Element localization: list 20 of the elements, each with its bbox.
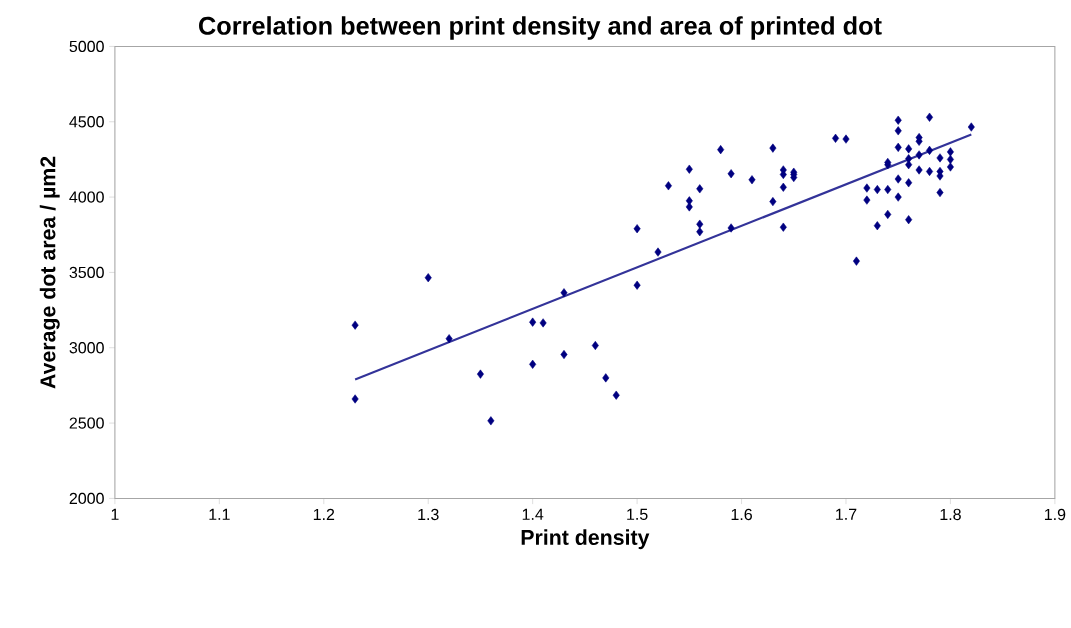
y-tick-label: 4000 bbox=[69, 191, 104, 203]
y-tick-label: 3500 bbox=[69, 266, 104, 279]
x-tick-label: 1.8 bbox=[940, 508, 961, 521]
y-tick-label: 2000 bbox=[69, 492, 104, 505]
x-tick-label: 1.7 bbox=[836, 508, 857, 520]
chart-title: Correlation between print density and area of printed dot bbox=[199, 16, 882, 40]
x-tick-label: 1.2 bbox=[313, 508, 335, 520]
y-tick-label: 2500 bbox=[69, 417, 104, 429]
x-axis-title: Print density bbox=[521, 529, 650, 550]
x-tick-label: 1.4 bbox=[522, 508, 544, 520]
x-tick-label: 1.5 bbox=[627, 508, 648, 520]
x-tick-label: 1.1 bbox=[209, 508, 230, 520]
x-tick-label: 1.3 bbox=[418, 508, 439, 521]
x-tick-label: 1.6 bbox=[731, 508, 752, 521]
x-tick-label: 1 bbox=[111, 508, 119, 520]
y-tick-label: 5000 bbox=[69, 40, 104, 53]
y-axis-title: Average dot area / µm2 bbox=[39, 156, 60, 389]
x-tick-label: 1.9 bbox=[1044, 508, 1066, 521]
y-tick-label: 4500 bbox=[69, 116, 104, 128]
y-tick-label: 3000 bbox=[69, 342, 104, 354]
